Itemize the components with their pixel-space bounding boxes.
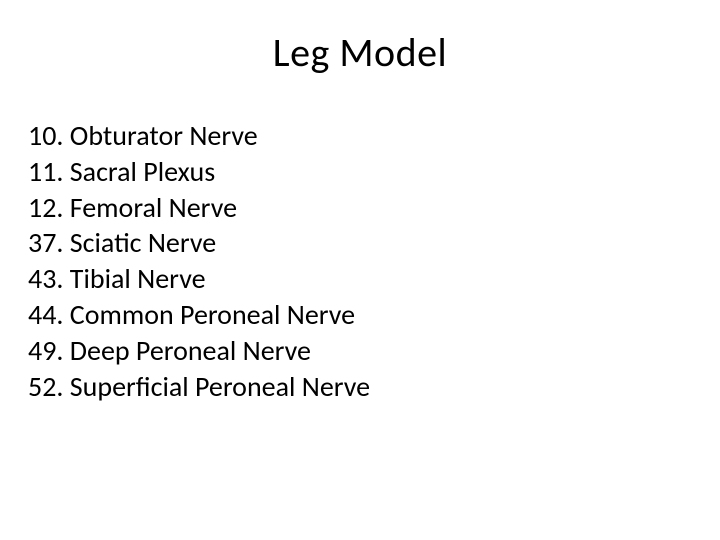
item-label: Obturator Nerve: [70, 118, 258, 153]
slide: Leg Model 10. Obturator Nerve 11. Sacral…: [0, 0, 720, 540]
item-label: Common Peroneal Nerve: [70, 297, 355, 332]
item-label: Deep Peroneal Nerve: [70, 333, 311, 368]
item-number: 11.: [28, 154, 63, 189]
list-item: 44. Common Peroneal Nerve: [28, 297, 370, 333]
item-label: Sacral Plexus: [70, 154, 215, 189]
item-number: 37.: [28, 225, 63, 260]
item-number: 52.: [28, 369, 63, 404]
item-number: 49.: [28, 333, 63, 368]
list-item: 49. Deep Peroneal Nerve: [28, 333, 370, 369]
item-label: Tibial Nerve: [70, 261, 206, 296]
list-item: 12. Femoral Nerve: [28, 190, 370, 226]
list-item: 10. Obturator Nerve: [28, 118, 370, 154]
item-label: Superficial Peroneal Nerve: [70, 369, 370, 404]
item-label: Sciatic Nerve: [70, 225, 216, 260]
item-number: 12.: [28, 190, 63, 225]
item-label: Femoral Nerve: [70, 190, 237, 225]
nerve-list: 10. Obturator Nerve 11. Sacral Plexus 12…: [28, 118, 370, 405]
slide-title: Leg Model: [0, 28, 720, 77]
item-number: 43.: [28, 261, 63, 296]
list-item: 52. Superficial Peroneal Nerve: [28, 369, 370, 405]
list-item: 43. Tibial Nerve: [28, 261, 370, 297]
item-number: 44.: [28, 297, 63, 332]
item-number: 10.: [28, 118, 63, 153]
list-item: 11. Sacral Plexus: [28, 154, 370, 190]
list-item: 37. Sciatic Nerve: [28, 225, 370, 261]
